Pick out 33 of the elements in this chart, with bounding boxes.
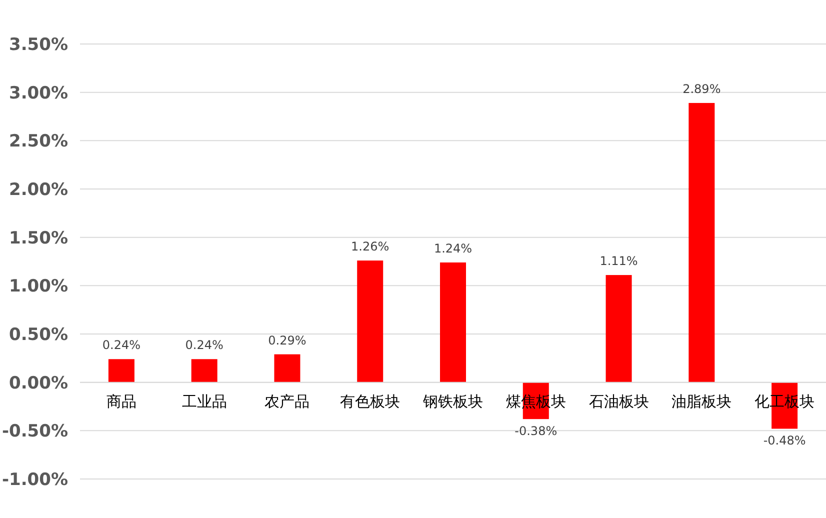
bar bbox=[440, 262, 466, 382]
bar bbox=[357, 260, 384, 382]
data-label: 1.24% bbox=[434, 241, 472, 256]
data-label: 1.11% bbox=[600, 254, 638, 268]
y-tick-label: 3.00% bbox=[9, 83, 68, 104]
bar bbox=[108, 359, 134, 382]
y-tick-label: 0.50% bbox=[9, 325, 68, 345]
x-tick-label: 工业品 bbox=[182, 392, 227, 410]
x-tick-label: 农产品 bbox=[264, 392, 310, 410]
data-label: -0.38% bbox=[514, 424, 558, 438]
y-tick-label: 1.00% bbox=[9, 276, 68, 297]
x-tick-label: 商品 bbox=[106, 392, 136, 410]
bar bbox=[191, 359, 218, 382]
x-tick-label: 油脂板块 bbox=[672, 392, 732, 410]
y-tick-label: 0.00% bbox=[9, 373, 68, 394]
data-label: -0.48% bbox=[763, 434, 806, 448]
data-label: 0.24% bbox=[102, 338, 141, 352]
bar bbox=[606, 275, 632, 382]
data-label: 0.29% bbox=[268, 333, 306, 348]
y-tick-label: -0.50% bbox=[2, 422, 68, 442]
bar bbox=[688, 102, 715, 382]
x-tick-label: 石油板块 bbox=[588, 392, 649, 410]
y-tick-label: 3.50% bbox=[9, 35, 68, 55]
y-tick-label: 2.00% bbox=[9, 180, 68, 200]
x-tick-label: 钢铁板块 bbox=[422, 392, 483, 410]
y-tick-label: 2.50% bbox=[9, 132, 68, 152]
data-label: 0.24% bbox=[185, 338, 224, 352]
y-tick-label: -1.00% bbox=[2, 470, 68, 490]
y-tick-label: 1.50% bbox=[9, 228, 68, 248]
bar bbox=[274, 354, 300, 382]
data-label: 1.26% bbox=[351, 240, 390, 254]
data-label: 2.89% bbox=[682, 82, 721, 96]
x-tick-label: 有色板块 bbox=[340, 392, 400, 410]
